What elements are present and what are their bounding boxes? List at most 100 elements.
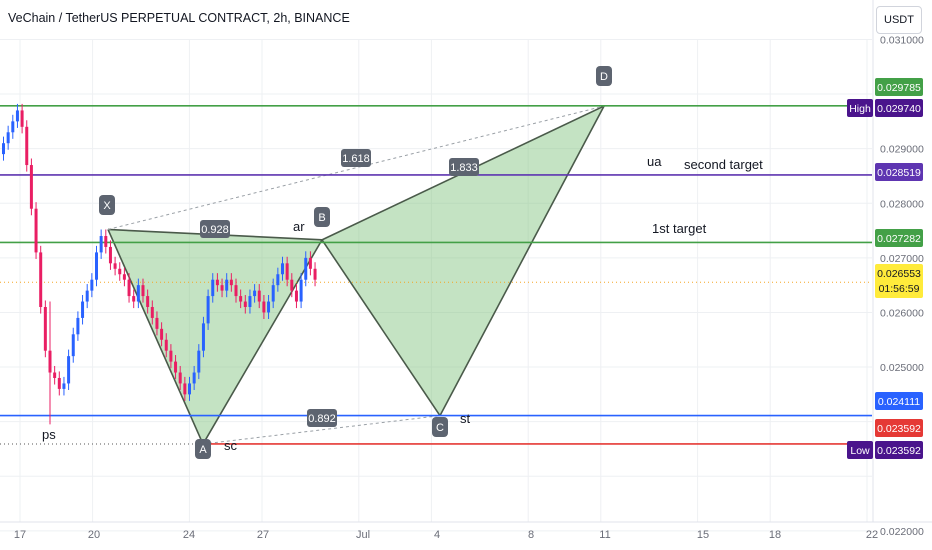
candle-body (220, 285, 224, 291)
harmonic-pattern (107, 105, 605, 445)
candle-body (43, 307, 47, 351)
ratio-label-xb-bg (200, 220, 230, 238)
annotation-ar: ar (293, 219, 305, 234)
annotation-st: st (460, 411, 471, 426)
price-label-bg (875, 392, 923, 410)
candle-body (304, 257, 308, 280)
candle-body (11, 121, 15, 133)
candle-body (76, 317, 80, 335)
candle-body (294, 290, 298, 302)
candle-body (299, 279, 303, 302)
candle-body (211, 279, 215, 297)
price-tick-label: 0.027000 (880, 253, 924, 265)
price-tick-label: 0.029000 (880, 144, 924, 156)
candle-body (67, 356, 71, 384)
candle-body (146, 296, 150, 308)
price-label-bg (875, 229, 923, 247)
time-tick-label: 18 (769, 529, 781, 541)
point-label-d: D (600, 71, 608, 83)
price-tick-label: 0.025000 (880, 362, 924, 374)
candle-body (34, 208, 38, 253)
price-label: 0.029785 (877, 82, 921, 94)
candle-body (53, 372, 57, 378)
candle-body (183, 383, 187, 395)
annotation-ua: ua (647, 154, 662, 169)
time-tick-label: 15 (697, 529, 709, 541)
price-axis: 0.031000 0.029000 0.028000 0.027000 0.026000… (847, 0, 924, 538)
candle-body (95, 252, 98, 280)
candle-body (104, 236, 108, 247)
candle-body (229, 279, 233, 286)
candle-body (290, 279, 294, 291)
annotation-second-target: second target (684, 157, 763, 172)
candle-body (248, 296, 252, 308)
time-tick-label: 4 (434, 529, 440, 541)
candle-body (62, 383, 66, 389)
pattern-triangle-bcd (322, 106, 604, 416)
candle-body (192, 372, 196, 384)
candle-body (90, 279, 94, 291)
candle-body (71, 334, 75, 357)
leg-bc (321, 239, 441, 417)
candle-body (127, 279, 131, 297)
candle-body (108, 246, 112, 264)
point-label-b-bg (314, 207, 330, 227)
candle-body (225, 279, 229, 291)
currency-button[interactable]: USDT (876, 6, 922, 34)
candle-body (99, 236, 103, 253)
candle-body (188, 383, 191, 395)
candle-body (308, 257, 312, 269)
candle-body (267, 301, 271, 313)
point-label-a: A (199, 444, 207, 456)
candle-body (29, 165, 33, 209)
leg-cd (439, 105, 605, 417)
candle-body (281, 263, 284, 275)
time-tick-label: 8 (528, 529, 534, 541)
time-tick-label: 22 (866, 529, 878, 541)
price-tag-low: Low (850, 445, 870, 457)
candle-body (178, 372, 182, 384)
ratio-label-xb: 0.928 (201, 224, 229, 236)
price-tick-label: 0.031000 (880, 34, 924, 46)
chart-title: VeChain / TetherUS PERPETUAL CONTRACT, 2… (8, 11, 350, 25)
candle-body (141, 285, 145, 297)
price-label-bg (875, 78, 923, 96)
candle-body (164, 339, 168, 351)
annotation-ps: ps (42, 427, 56, 442)
candle-body (57, 377, 61, 389)
time-axis: 17 20 24 27 Jul 4 8 11 15 18 22 (0, 521, 932, 541)
price-tag-bg (847, 441, 873, 459)
candle-body (132, 296, 136, 302)
ratio-label-bd-bg (449, 158, 479, 176)
candle-body (113, 263, 117, 269)
candle-body (243, 301, 247, 308)
candlesticks (2, 103, 317, 425)
candle-body (122, 274, 126, 280)
price-label: 0.028519 (877, 167, 921, 179)
candle-body (215, 279, 219, 286)
price-label-bg (875, 99, 923, 117)
price-label-bg (875, 419, 923, 437)
time-tick-label: 24 (183, 529, 195, 541)
candle-body (150, 307, 154, 318)
price-label: 0.029740 (877, 103, 921, 115)
point-label-x-bg (99, 195, 115, 215)
point-label-x: X (103, 200, 111, 212)
ratio-label-ac-bg (307, 409, 337, 427)
candle-body (25, 126, 29, 166)
price-label: 0.026553 (877, 268, 921, 280)
candle-body (257, 290, 261, 302)
price-label-bg (875, 264, 923, 298)
leg-xa (107, 229, 204, 445)
candle-body (155, 317, 159, 329)
candle-body (201, 323, 205, 351)
point-label-c: C (436, 422, 444, 434)
chart-annotations: X A B C D 0.928 1.618 1.833 0.892 ps sc ar st ua secon… (42, 66, 763, 459)
price-tick-label: 0.022000 (880, 526, 924, 538)
candle-body (239, 296, 243, 302)
time-tick-label: 27 (257, 529, 269, 541)
price-tick-label: 0.026000 (880, 307, 924, 319)
candle-body (276, 274, 280, 286)
annotation-sc: sc (224, 438, 238, 453)
